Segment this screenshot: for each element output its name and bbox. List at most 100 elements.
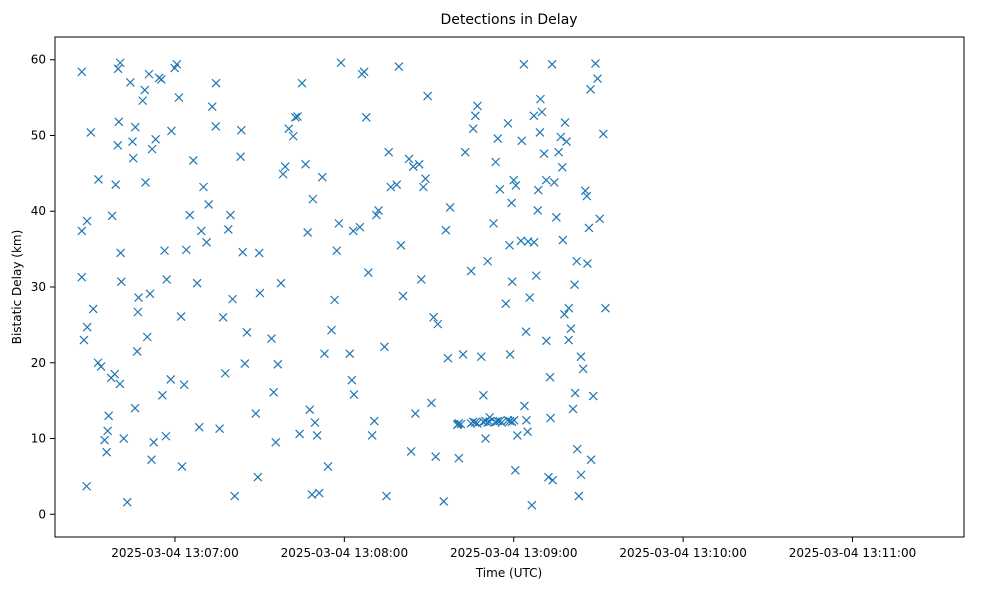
data-point xyxy=(509,175,519,185)
data-point xyxy=(466,418,476,428)
data-point xyxy=(560,118,570,128)
data-point xyxy=(558,235,568,245)
data-point xyxy=(546,413,555,423)
x-axis-ticks: 2025-03-04 13:07:00 2025-03-04 13:08:00 20… xyxy=(111,537,916,560)
data-point xyxy=(77,67,87,77)
data-point xyxy=(572,444,582,454)
data-point xyxy=(267,334,276,343)
data-point xyxy=(107,211,117,221)
data-point xyxy=(414,159,424,169)
data-point xyxy=(336,58,346,68)
data-point xyxy=(559,309,569,319)
data-point xyxy=(199,182,208,192)
data-point xyxy=(491,157,501,167)
data-point xyxy=(541,175,551,185)
data-point xyxy=(468,124,478,134)
data-point xyxy=(77,272,87,282)
data-point xyxy=(564,335,574,345)
data-point xyxy=(554,147,564,157)
data-point xyxy=(115,379,125,389)
data-point xyxy=(160,246,169,256)
data-point xyxy=(181,245,191,255)
data-point xyxy=(404,154,414,164)
data-point xyxy=(228,294,237,304)
data-point xyxy=(115,58,125,68)
data-point xyxy=(478,390,488,400)
data-point xyxy=(529,237,539,247)
data-point xyxy=(288,131,298,141)
data-point xyxy=(418,182,428,192)
data-point xyxy=(196,226,206,236)
x-tick-label: 2025-03-04 13:09:00 xyxy=(450,546,577,560)
data-point xyxy=(493,134,503,143)
data-point xyxy=(145,289,155,299)
data-point xyxy=(323,462,333,471)
data-point xyxy=(533,185,543,195)
data-point xyxy=(535,94,545,104)
data-point xyxy=(541,336,551,346)
data-point xyxy=(371,210,381,220)
data-point xyxy=(456,419,466,429)
data-point xyxy=(130,403,140,413)
data-point xyxy=(128,137,137,146)
data-point xyxy=(308,194,318,204)
data-point xyxy=(140,85,150,95)
data-point xyxy=(293,112,302,121)
data-point xyxy=(151,134,161,144)
data-point xyxy=(211,78,221,88)
data-point xyxy=(174,93,184,103)
data-point xyxy=(94,174,103,184)
data-point xyxy=(522,415,531,425)
data-point xyxy=(82,481,92,491)
data-point xyxy=(458,349,468,359)
data-point xyxy=(134,293,143,303)
data-point xyxy=(557,162,567,172)
data-point xyxy=(347,375,357,385)
data-point xyxy=(144,69,154,79)
data-point xyxy=(396,240,406,250)
data-point xyxy=(454,453,464,463)
data-point xyxy=(398,291,408,301)
data-point xyxy=(93,358,103,368)
data-point xyxy=(384,147,394,157)
data-point xyxy=(394,62,404,71)
data-point xyxy=(271,437,281,447)
data-point xyxy=(423,91,433,101)
data-point xyxy=(481,434,490,443)
data-point xyxy=(507,277,517,287)
data-point xyxy=(507,198,517,208)
data-point xyxy=(138,96,148,106)
data-point xyxy=(192,278,202,288)
data-point xyxy=(493,416,503,426)
data-point xyxy=(113,64,123,74)
data-point xyxy=(179,380,189,390)
data-point xyxy=(357,69,367,79)
data-point xyxy=(380,342,389,352)
data-point xyxy=(242,328,252,337)
data-point xyxy=(574,491,584,501)
data-point xyxy=(194,422,204,432)
data-point xyxy=(116,248,126,258)
data-point xyxy=(361,112,371,122)
data-point xyxy=(204,199,214,209)
data-point xyxy=(584,223,594,233)
data-point xyxy=(141,178,150,187)
data-point xyxy=(431,452,441,462)
data-point xyxy=(369,416,379,426)
data-point xyxy=(295,429,305,439)
data-point xyxy=(501,299,511,309)
data-point xyxy=(491,417,500,427)
data-point xyxy=(386,182,396,192)
data-point xyxy=(170,63,180,73)
data-point xyxy=(348,226,358,236)
data-point xyxy=(332,246,342,256)
data-point xyxy=(529,111,539,121)
y-tick-label: 40 xyxy=(31,204,46,218)
data-point xyxy=(223,224,233,234)
data-point xyxy=(147,455,156,465)
data-point xyxy=(410,409,420,418)
data-point xyxy=(595,214,605,224)
data-point xyxy=(443,353,453,363)
data-point xyxy=(521,327,531,337)
